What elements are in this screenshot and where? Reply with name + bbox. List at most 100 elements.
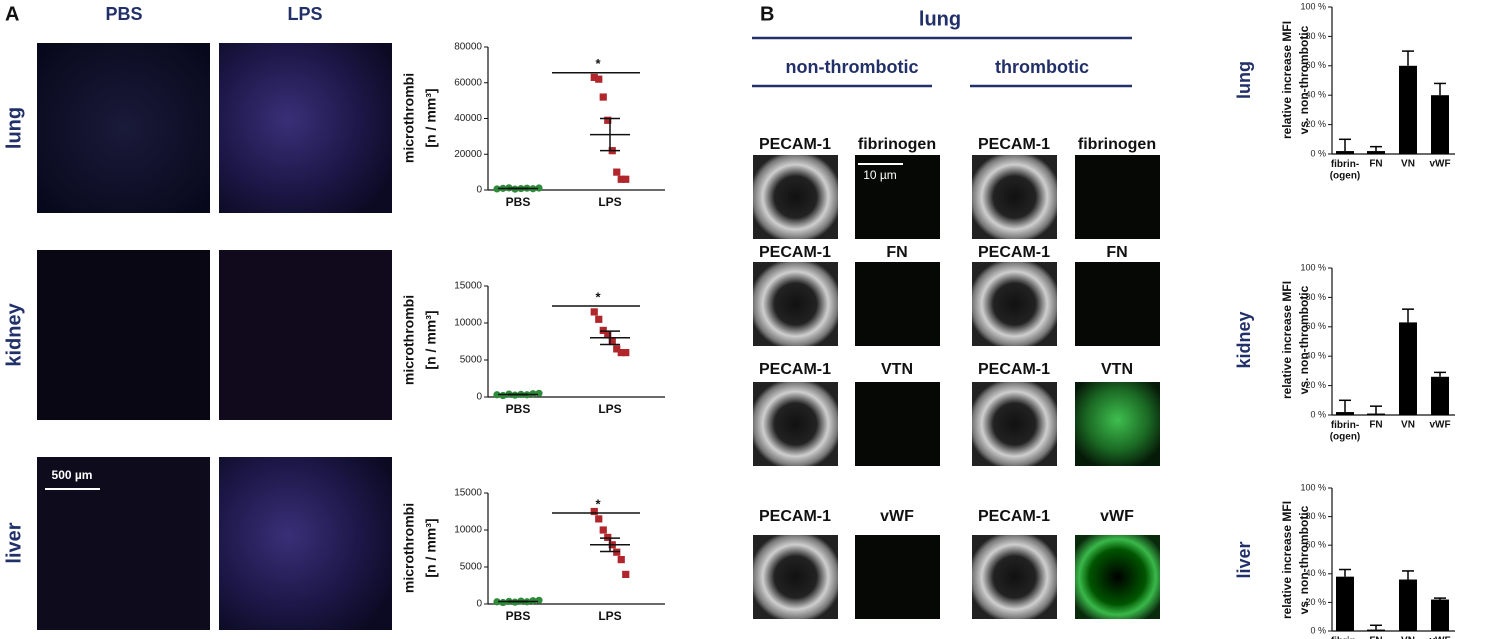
image-label: PECAM-1 <box>978 136 1050 153</box>
data-point <box>529 597 537 605</box>
x-tick-label: vWF <box>1429 159 1450 170</box>
x-tick-label: PBS <box>506 402 531 416</box>
micrograph <box>37 250 210 420</box>
y-axis-label: [n / mm³] <box>423 518 439 577</box>
x-tick-label: VN <box>1401 636 1415 639</box>
significance-label: * <box>595 56 601 71</box>
data-point <box>590 507 598 516</box>
scale-label: 10 µm <box>863 168 897 182</box>
data-point <box>493 598 501 606</box>
y-axis-label: microthrombi <box>401 295 417 385</box>
bar <box>1399 322 1417 415</box>
panel-b: B lung non-thrombotic thrombotic PECAM-1… <box>752 3 1254 619</box>
y-tick-label: 0 <box>476 392 482 403</box>
x-tick-label: fibrin-(ogen) <box>1330 159 1361 182</box>
data-point <box>613 168 621 176</box>
x-tick-label: LPS <box>598 402 621 416</box>
micrograph <box>1075 535 1160 619</box>
x-tick-label: LPS <box>598 195 621 209</box>
x-tick-label: PBS <box>506 195 531 209</box>
image-label: VTN <box>881 361 913 378</box>
micrograph <box>219 457 392 630</box>
y-tick-label: 100 % <box>1300 482 1326 492</box>
bar <box>1399 65 1417 154</box>
data-point <box>617 175 625 183</box>
y-axis-label: [n / mm³] <box>423 310 439 369</box>
image-label: FN <box>886 244 907 261</box>
bar <box>1431 376 1449 415</box>
image-label: fibrinogen <box>858 136 936 153</box>
image-label: PECAM-1 <box>978 244 1050 261</box>
row-label: kidney <box>3 302 25 366</box>
bar <box>1336 151 1354 154</box>
x-tick-label: LPS <box>598 609 621 623</box>
y-tick-label: 20000 <box>454 149 482 160</box>
row-label: liver <box>1234 541 1254 578</box>
data-point <box>595 515 603 523</box>
data-point <box>535 596 543 604</box>
row-label: lung <box>3 107 25 149</box>
bar <box>1367 629 1385 631</box>
y-tick-label: 80 % <box>1305 31 1326 41</box>
data-point <box>608 337 616 346</box>
group-label: non-thrombotic <box>786 57 919 77</box>
image-label: PECAM-1 <box>759 361 831 378</box>
micrograph <box>753 382 838 466</box>
y-tick-label: 60000 <box>454 77 482 88</box>
image-label: PECAM-1 <box>759 136 831 153</box>
bar <box>1367 413 1385 415</box>
data-point <box>617 556 625 564</box>
data-point <box>499 391 507 400</box>
bar <box>1431 599 1449 631</box>
group-label: thrombotic <box>995 57 1089 77</box>
y-tick-label: 0 % <box>1310 148 1326 158</box>
micrograph <box>855 382 940 466</box>
y-tick-label: 20 % <box>1305 380 1326 390</box>
data-point <box>595 75 603 83</box>
panel-label: A <box>5 3 19 25</box>
data-point <box>599 93 607 101</box>
y-axis-label: relative increase MFI <box>1280 21 1294 139</box>
micrograph <box>855 262 940 346</box>
y-tick-label: 60 % <box>1305 321 1326 331</box>
y-tick-label: 5000 <box>460 562 483 573</box>
bar <box>1399 579 1417 631</box>
data-point <box>590 308 598 316</box>
micrograph <box>972 262 1057 346</box>
micrograph <box>37 457 210 630</box>
y-tick-label: 60 % <box>1305 540 1326 550</box>
micrograph <box>753 535 838 619</box>
panel-label: B <box>760 3 774 25</box>
row-label: kidney <box>1234 311 1254 368</box>
image-label: FN <box>1106 244 1127 261</box>
column-label: PBS <box>105 4 142 24</box>
y-tick-label: 40 % <box>1305 351 1326 361</box>
panel-a: A PBS LPS lung kidney liver 500 µm <box>3 3 392 630</box>
data-point <box>499 598 507 607</box>
y-tick-label: 60 % <box>1305 60 1326 70</box>
x-tick-label: FN <box>1369 636 1382 639</box>
y-axis-label: vs. non-thrombotic <box>1297 25 1311 134</box>
data-point <box>529 390 537 398</box>
micrograph <box>1075 262 1160 346</box>
micrograph <box>753 155 838 239</box>
micrograph <box>219 250 392 420</box>
significance-label: * <box>595 496 601 511</box>
y-axis-label: microthrombi <box>401 503 417 593</box>
y-tick-label: 10000 <box>454 318 482 329</box>
micrograph <box>972 155 1057 239</box>
row-label: liver <box>3 522 25 563</box>
data-point <box>604 116 612 124</box>
image-label: fibrinogen <box>1078 136 1156 153</box>
y-axis-label: relative increase MFI <box>1280 501 1294 619</box>
data-point <box>613 345 621 353</box>
y-axis-label: microthrombi <box>401 73 417 163</box>
y-tick-label: 10000 <box>454 525 482 536</box>
y-tick-label: 80000 <box>454 42 482 53</box>
data-point <box>599 526 607 534</box>
y-tick-label: 15000 <box>454 281 482 292</box>
micrograph <box>219 43 392 213</box>
image-label: vWF <box>1100 508 1134 525</box>
panel-title: lung <box>919 8 961 30</box>
